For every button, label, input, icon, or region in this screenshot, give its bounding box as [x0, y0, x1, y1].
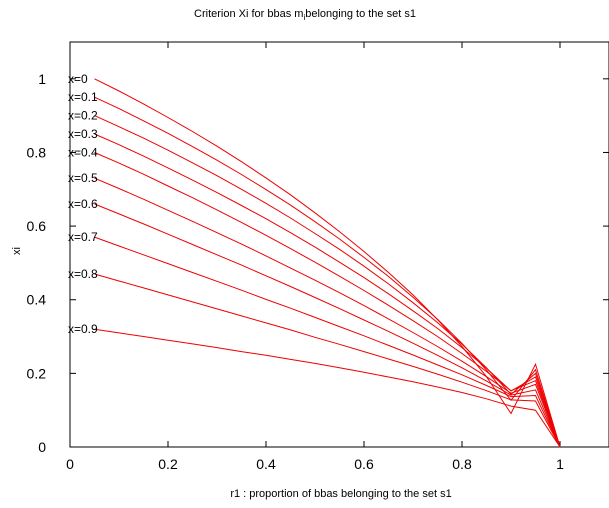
- series-line: [94, 133, 561, 448]
- series-label: x=0.5: [68, 171, 98, 185]
- series-line: [94, 328, 561, 448]
- series-line: [94, 115, 561, 448]
- x-tick-label: 0.6: [354, 456, 374, 472]
- y-tick-label: 1: [38, 71, 46, 87]
- y-tick-label: 0.2: [27, 365, 47, 381]
- series-label: x=0.1: [68, 90, 98, 104]
- series-label: x=0.7: [68, 230, 98, 244]
- ticks: 0 0.2 0.4 0.6 0.8 1 0 0.2 0.4 0.6 0.8 1: [27, 42, 609, 472]
- x-tick-label: 1: [556, 456, 564, 472]
- chart-title: Criterion Xi for bbas mibelonging to the…: [194, 8, 416, 22]
- series-label: x=0.4: [68, 145, 98, 159]
- series-label: x=0: [68, 72, 88, 86]
- series-label: x=0.2: [68, 109, 98, 123]
- series-line: [94, 152, 561, 448]
- chart-title-subscript: i: [303, 13, 305, 22]
- x-tick-label: 0: [66, 456, 74, 472]
- y-tick-label: 0.8: [27, 144, 47, 160]
- series-line: [94, 273, 561, 448]
- x-axis-label: r1 : proportion of bbas belonging to the…: [230, 488, 451, 500]
- series-label: x=0.8: [68, 267, 98, 281]
- series-labels: x=0 x=0.1 x=0.2 x=0.3 x=0.4 x=0.5 x=0.6 x=0.7 x=…: [68, 72, 98, 336]
- y-tick-label: 0: [38, 439, 46, 455]
- y-tick-label: 0.6: [27, 218, 47, 234]
- x-tick-label: 0.4: [256, 456, 276, 472]
- y-axis-label: xi: [11, 247, 23, 255]
- series-line: [94, 203, 561, 448]
- x-tick-label: 0.2: [158, 456, 178, 472]
- plot-frame: [69, 41, 609, 448]
- series-label: x=0.9: [68, 322, 98, 336]
- series-line: [94, 78, 561, 448]
- y-tick-label: 0.4: [27, 292, 47, 308]
- series-lines: [94, 78, 561, 448]
- series-label: x=0.3: [68, 127, 98, 141]
- x-tick-label: 0.8: [452, 456, 472, 472]
- series-line: [94, 177, 561, 448]
- series-label: x=0.6: [68, 197, 98, 211]
- series-line: [94, 96, 561, 448]
- series-line: [94, 236, 561, 448]
